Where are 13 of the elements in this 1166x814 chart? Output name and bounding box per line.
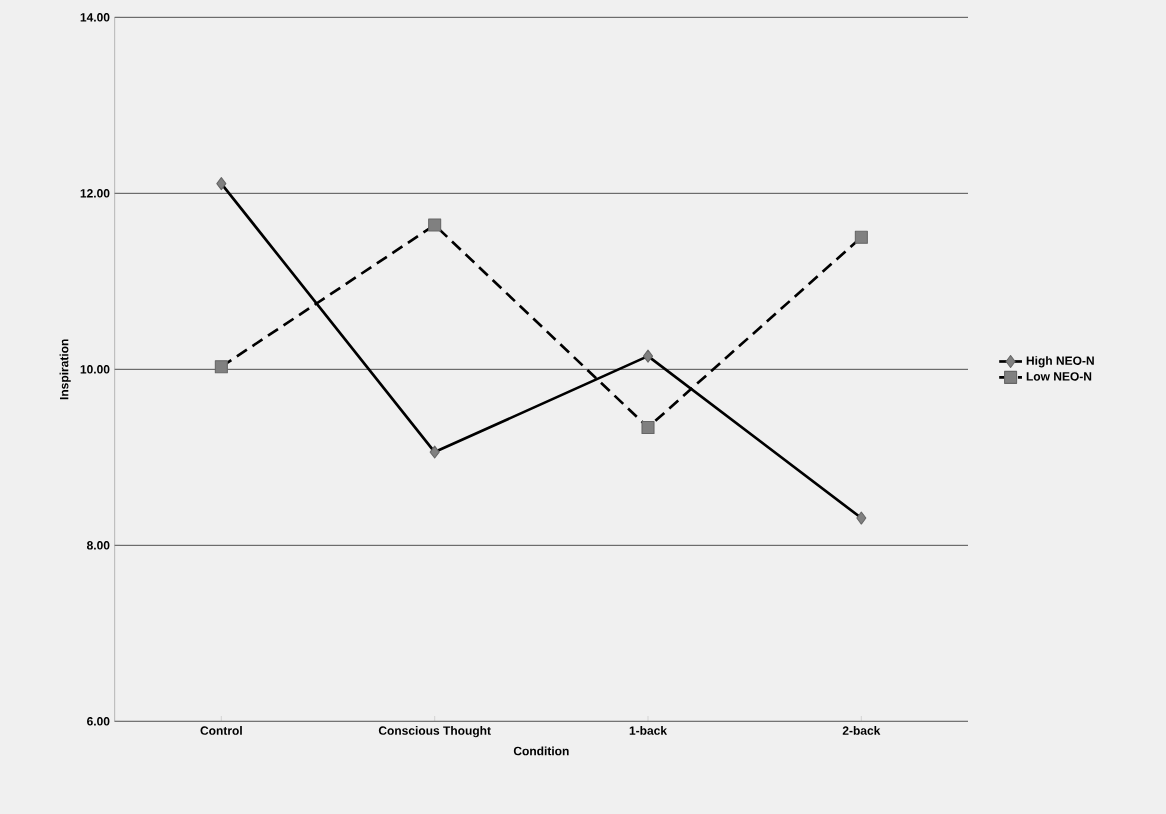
y-tick-label: 6.00 bbox=[87, 717, 110, 726]
x-tick-label: Control bbox=[200, 726, 242, 735]
x-tick-label: 1-back bbox=[629, 726, 668, 735]
y-tick-label: 8.00 bbox=[86, 541, 110, 550]
y-tick-label: 10.00 bbox=[80, 365, 110, 374]
y-tick-label: 12.00 bbox=[80, 189, 110, 198]
legend-label: Low NEO-N bbox=[1026, 372, 1092, 381]
x-tick-label: 2-back bbox=[842, 726, 881, 735]
x-tick-label: Conscious Thought bbox=[378, 726, 491, 738]
y-axis-title: Inspiration bbox=[59, 339, 71, 400]
legend-label: High NEO-N bbox=[1026, 356, 1094, 368]
x-axis-title: Condition bbox=[513, 746, 569, 756]
y-tick-label: 14.00 bbox=[80, 13, 110, 22]
